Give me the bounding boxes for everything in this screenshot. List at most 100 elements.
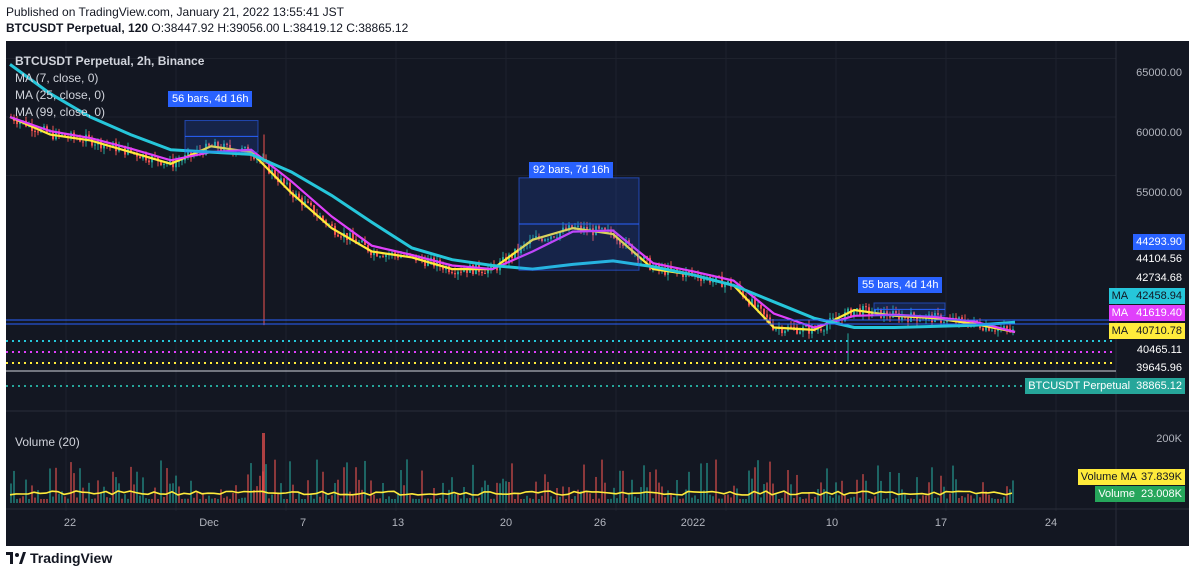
price-tag-40465: 40465.11 <box>1136 344 1182 356</box>
volume-bar <box>103 486 105 503</box>
volume-bar <box>832 497 834 503</box>
volume-bar <box>349 491 351 503</box>
candle-body <box>460 271 462 273</box>
time-axis-label: 10 <box>826 517 838 529</box>
candle-body <box>520 246 522 254</box>
price-tag-44293: 44293.90 <box>1133 234 1185 250</box>
volume-bar <box>793 498 795 503</box>
candle-body <box>382 256 384 258</box>
volume-bar <box>142 477 144 503</box>
volume-bar <box>577 489 579 503</box>
volume-bar <box>253 489 255 503</box>
volume-bar <box>19 498 21 503</box>
candle-body <box>568 225 570 231</box>
candle-body <box>991 330 993 332</box>
legend-ma7[interactable]: MA (7, close, 0) <box>15 71 99 85</box>
candle-body <box>838 318 840 320</box>
volume-bar <box>943 486 945 503</box>
volume-bar <box>784 491 786 503</box>
volume-bar <box>139 495 141 503</box>
candle-body <box>268 161 270 174</box>
price-tag-44104: 44104.56 <box>1136 253 1182 265</box>
candle-body <box>511 254 513 259</box>
volume-bar <box>664 497 666 503</box>
volume-bar <box>55 467 57 503</box>
volume-bar <box>61 491 63 503</box>
volume-bar <box>559 496 561 503</box>
legend-ma25[interactable]: MA (25, close, 0) <box>15 88 106 102</box>
volume-bar <box>286 498 288 503</box>
volume-bar <box>115 477 117 503</box>
volume-bar <box>154 487 156 503</box>
volume-bar <box>454 494 456 503</box>
volume-bar <box>523 498 525 503</box>
volume-bar <box>550 496 552 503</box>
volume-bar <box>31 485 33 503</box>
candle-body <box>280 178 282 182</box>
ma25-tag-label: MA <box>1111 307 1129 319</box>
volume-bar <box>724 495 726 503</box>
volume-bar <box>469 498 471 503</box>
volume-bar <box>889 471 891 503</box>
volume-bar <box>853 496 855 503</box>
candle-body <box>370 251 372 256</box>
volume-bar <box>730 497 732 503</box>
volume-bar <box>496 482 498 503</box>
volume-bar <box>679 498 681 503</box>
volume-bar <box>301 498 303 503</box>
volume-bar <box>739 498 741 503</box>
volume-bar <box>73 473 75 503</box>
volume-bar <box>175 475 177 503</box>
candle-body <box>598 226 600 229</box>
volume-bar <box>712 496 714 503</box>
volume-bar <box>508 481 510 503</box>
candle-body <box>781 327 783 334</box>
volume-bar <box>592 498 594 503</box>
time-axis-label: 22 <box>64 517 76 529</box>
volume-bar <box>736 488 738 503</box>
volume-bar <box>745 498 747 503</box>
volume-bar <box>277 492 279 503</box>
volume-bar <box>43 498 45 503</box>
chart-pane[interactable]: 22 Dec 7 13 20 26 2022 10 17 24 BTCUSDT Perpetual… <box>6 41 1189 546</box>
candle-body <box>541 238 543 242</box>
tradingview-logo[interactable]: TradingView <box>6 546 206 570</box>
volume-bar <box>100 492 102 503</box>
volume-bar <box>328 498 330 503</box>
volume-bar <box>580 491 582 503</box>
volume-bar <box>361 489 363 503</box>
volume-bar <box>145 498 147 503</box>
candle-body <box>16 121 18 125</box>
legend-symbol[interactable]: BTCUSDT Perpetual, 2h, Binance <box>15 54 205 68</box>
ma7-line <box>9 115 1016 334</box>
candle-body <box>451 272 453 274</box>
candle-body <box>901 315 903 320</box>
legend-volume[interactable]: Volume (20) <box>15 435 80 449</box>
candle-body <box>550 236 552 240</box>
candle-body <box>457 271 459 275</box>
volume-bar <box>295 498 297 503</box>
volume-bar <box>718 498 720 503</box>
candle-body <box>943 321 945 323</box>
volume-bar <box>820 482 822 503</box>
candle-body <box>103 144 105 149</box>
volume-bar <box>367 498 369 503</box>
volume-bar <box>511 463 513 503</box>
volume-bar <box>568 487 570 503</box>
candle-body <box>160 161 162 166</box>
volume-bar <box>634 496 636 503</box>
volume-bar <box>919 498 921 503</box>
volume-bar <box>229 498 231 503</box>
price-chart-svg[interactable]: 22 Dec 7 13 20 26 2022 10 17 24 <box>6 41 1189 546</box>
volume-bar <box>331 495 333 503</box>
volume-bar <box>433 488 435 503</box>
candle-body <box>307 201 309 203</box>
volume-bar <box>313 498 315 503</box>
volume-bar <box>997 498 999 503</box>
volume-bar <box>244 497 246 503</box>
volume-bar <box>238 498 240 503</box>
volume-bar <box>979 497 981 503</box>
candle-body <box>487 268 489 274</box>
legend-ma99[interactable]: MA (99, close, 0) <box>15 105 106 119</box>
candle-body <box>385 254 387 258</box>
